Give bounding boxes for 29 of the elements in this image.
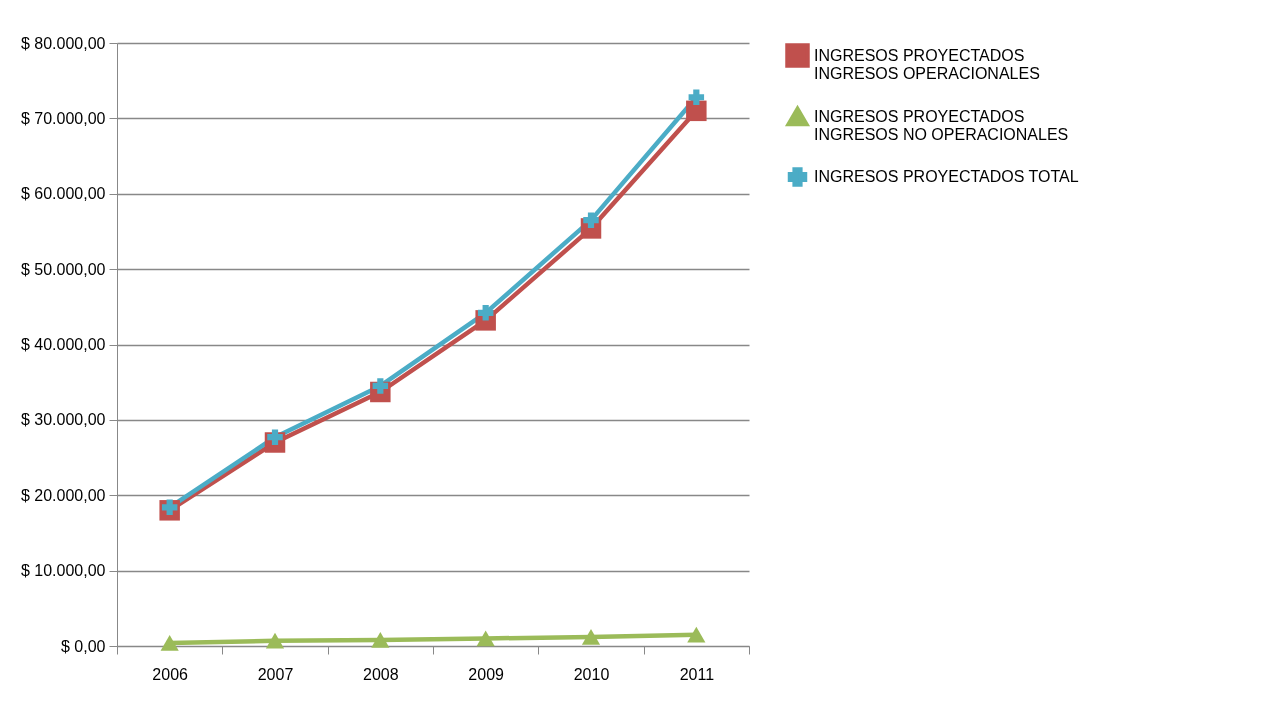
point	[265, 632, 285, 649]
y-tick-label: $ 10.000,00	[20, 562, 106, 580]
x-tick-label: 2009	[468, 665, 505, 683]
point	[161, 499, 178, 516]
y-tick-label: $ 30.000,00	[20, 411, 106, 429]
legend-label: INGRESOS PROYECTADOS INGRESOS NO OPERACIONALES	[814, 107, 1069, 143]
point	[371, 632, 390, 648]
x-tick-label: 2006	[152, 665, 189, 683]
y-tick-label: $ 60.000,00	[20, 185, 106, 203]
legend-label: INGRESOS PROYECTADOS INGRESOS OPERACIONALES	[814, 46, 1040, 82]
y-tick-label: $ 50.000,00	[20, 260, 106, 278]
point	[581, 629, 601, 645]
y-tick-label: $ 80.000,00	[20, 34, 106, 52]
x-tick-label: 2008	[363, 665, 399, 683]
legend-label: INGRESOS PROYECTADOS TOTAL	[814, 168, 1079, 185]
point	[476, 630, 495, 647]
point	[160, 635, 179, 651]
point	[688, 89, 705, 106]
x-tick-label: 2010	[573, 665, 610, 683]
point	[477, 305, 494, 321]
y-tick-label: $ 40.000,00	[20, 336, 106, 353]
y-tick-label: $ 70.000,00	[20, 109, 106, 127]
point	[686, 100, 707, 122]
y-tick-label: $ 20.000,00	[20, 486, 106, 504]
y-tick-label: $ 0,00	[61, 637, 106, 655]
x-tick-label: 2007	[257, 665, 294, 683]
point	[687, 626, 706, 643]
point	[583, 212, 599, 228]
x-tick-label: 2011	[679, 665, 715, 683]
